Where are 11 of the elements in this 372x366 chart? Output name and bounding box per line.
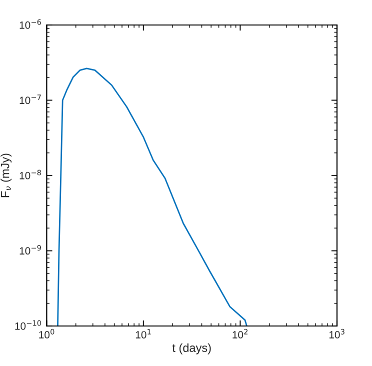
- x-tick-label: 10$^{0}$: [39, 328, 54, 338]
- x-tick-label: 10$^{1}$: [136, 329, 151, 338]
- y-tick-label: 10$^{−10}$: [15, 320, 42, 330]
- x-tick-label: 10$^{2}$: [232, 328, 248, 338]
- x-axis-title: t (days): [172, 343, 211, 354]
- y-tick-label: 10$^{−7}$: [20, 94, 41, 104]
- x-tick-label: 10$^{3}$: [329, 328, 344, 338]
- y-tick-label: 10$^{−6}$: [20, 19, 41, 29]
- y-tick-label: 10$^{−9}$: [20, 245, 41, 255]
- y-tick-label: 10$^{−8}$: [20, 170, 41, 180]
- y-axis-title: F$_{ν}$ (mJy): [0, 154, 12, 198]
